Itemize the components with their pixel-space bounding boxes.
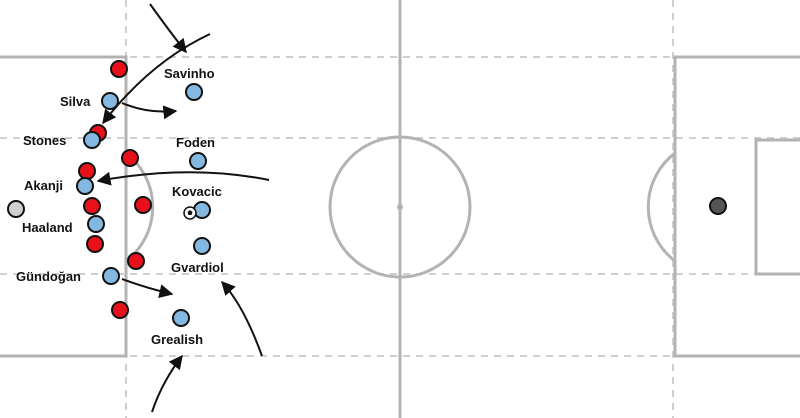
center-spot [397,204,403,210]
team-players [76,83,211,327]
opponent-marker [127,252,145,270]
opponent-marker [121,149,139,167]
player-kovacic [193,201,211,219]
label-grealish: Grealish [151,332,203,347]
player-grealish [172,309,190,327]
left-penalty-arc [125,151,155,263]
goalkeeper-right [709,197,727,215]
arrow-savinho-run [149,3,187,54]
label-haaland: Haaland [22,220,73,235]
opponent-marker [86,235,104,253]
opponents [78,60,152,319]
football-icon [183,206,197,220]
player-savinho [185,83,203,101]
player-silva [101,92,119,110]
left-penalty-box [0,55,128,358]
label-savinho: Savinho [164,66,215,81]
label-gundogan: Gündoğan [16,269,81,284]
opponent-marker [83,197,101,215]
arrow-akanji-switch [96,171,270,186]
center-circle [328,135,472,279]
label-kovacic: Kovacic [172,184,222,199]
goalkeeper-left [7,200,25,218]
right-six-yard-box [754,138,800,276]
label-silva: Silva [60,94,91,109]
player-akanji [76,177,94,195]
player-stones [83,131,101,149]
opponent-marker [111,301,129,319]
opponent-marker [78,162,96,180]
right-penalty-box [673,55,800,358]
arrow-gvardiol-run [221,280,263,357]
label-foden: Foden [176,135,215,150]
label-akanji: Akanji [24,178,63,193]
arrow-silva-curve [102,33,211,125]
movement-arrows [96,3,270,413]
player-haaland [87,215,105,233]
opponent-marker [110,60,128,78]
right-penalty-arc [646,151,676,263]
player-foden [189,152,207,170]
label-stones: Stones [23,133,66,148]
player-gvardiol [193,237,211,255]
opponent-marker [134,196,152,214]
arrow-silva-run [121,102,178,120]
arrow-grealish-run [151,354,183,413]
label-gvardiol: Gvardiol [171,260,224,275]
arrow-gundogan-run [121,278,174,298]
player-gundogan [102,267,120,285]
